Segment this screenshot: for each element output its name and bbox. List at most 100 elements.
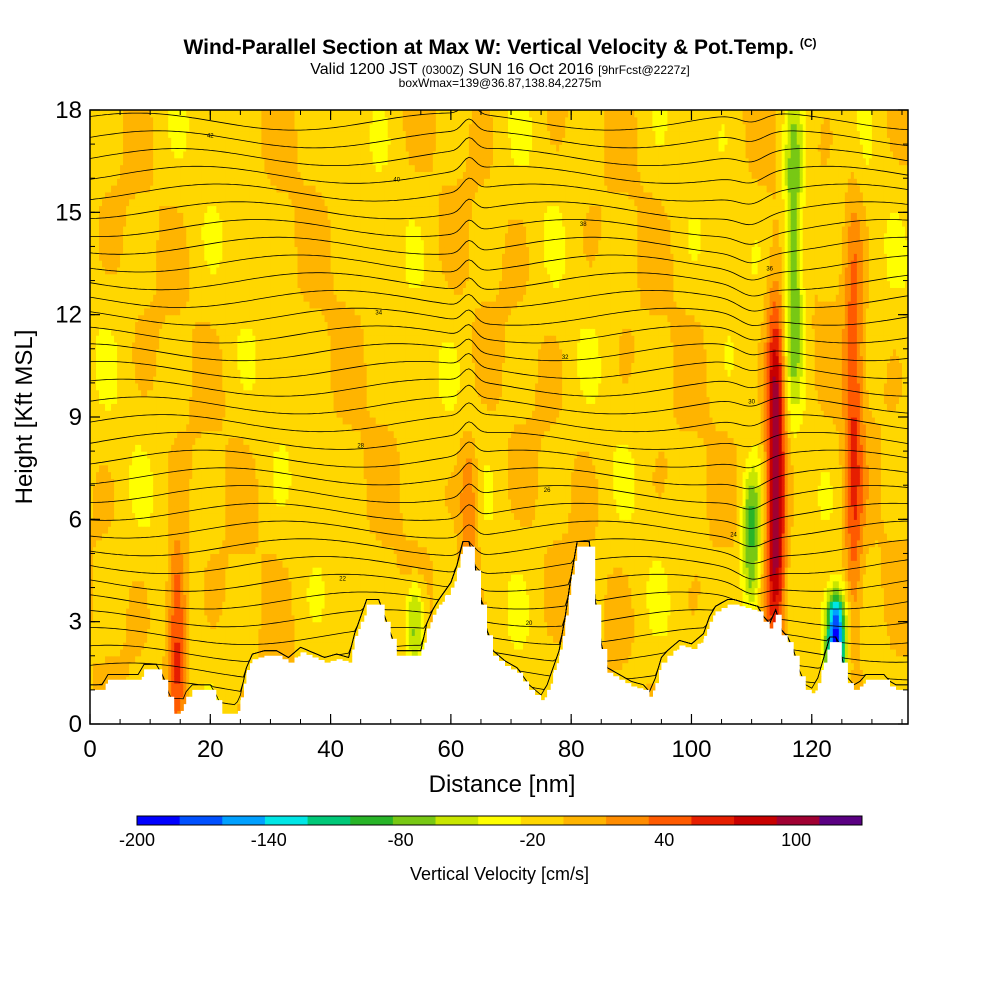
velocity-cell (225, 532, 229, 541)
velocity-cell (105, 328, 109, 336)
velocity-cell (123, 471, 127, 479)
velocity-cell (234, 301, 238, 309)
velocity-cell (231, 669, 235, 677)
velocity-cell (144, 539, 148, 548)
velocity-cell (201, 669, 205, 677)
velocity-cell (201, 546, 205, 555)
velocity-cell (147, 382, 151, 391)
velocity-cell (246, 232, 250, 241)
velocity-cell (225, 546, 229, 555)
velocity-cell (99, 457, 103, 466)
velocity-cell (105, 287, 109, 295)
velocity-cell (234, 485, 238, 493)
velocity-cell (138, 430, 142, 439)
velocity-cell (216, 417, 220, 425)
velocity-cell (198, 219, 202, 227)
velocity-cell (159, 532, 163, 541)
velocity-cell (171, 430, 175, 439)
velocity-cell (219, 492, 223, 500)
velocity-cell (237, 573, 241, 582)
velocity-cell (198, 457, 202, 466)
velocity-cell (168, 157, 172, 166)
velocity-cell (90, 205, 94, 213)
velocity-cell (189, 246, 193, 254)
velocity-cell (201, 328, 205, 336)
velocity-cell (246, 478, 250, 486)
velocity-cell (102, 212, 106, 220)
velocity-cell (243, 369, 247, 377)
velocity-cell (156, 246, 160, 254)
velocity-cell (195, 157, 199, 166)
velocity-cell (237, 178, 241, 186)
velocity-cell (210, 614, 214, 623)
velocity-cell (231, 587, 235, 595)
velocity-cell (183, 608, 187, 616)
velocity-cell (141, 505, 145, 514)
velocity-cell (228, 519, 232, 527)
velocity-cell (198, 232, 202, 241)
velocity-cell (120, 266, 124, 275)
velocity-cell (246, 294, 250, 302)
velocity-cell (153, 198, 157, 207)
velocity-cell (201, 396, 205, 404)
velocity-cell (216, 219, 220, 227)
velocity-cell (213, 648, 217, 657)
velocity-cell (183, 273, 187, 282)
velocity-cell (90, 417, 94, 425)
velocity-cell (189, 519, 193, 527)
velocity-cell (222, 341, 226, 350)
velocity-cell (135, 423, 139, 432)
velocity-cell (207, 266, 211, 275)
velocity-cell (102, 137, 106, 145)
velocity-cell (234, 212, 238, 220)
velocity-cell (213, 457, 217, 466)
velocity-cell (129, 601, 133, 609)
velocity-cell (153, 273, 157, 282)
velocity-cell (114, 157, 118, 166)
velocity-cell (159, 376, 163, 384)
velocity-cell (246, 260, 250, 268)
velocity-cell (120, 164, 124, 172)
velocity-cell (189, 505, 193, 514)
velocity-cell (165, 369, 169, 377)
velocity-cell (93, 321, 97, 329)
velocity-cell (126, 539, 130, 548)
velocity-cell (90, 662, 94, 671)
velocity-cell (213, 389, 217, 398)
velocity-cell (165, 137, 169, 145)
velocity-cell (213, 403, 217, 411)
velocity-cell (210, 553, 214, 561)
velocity-cell (174, 273, 178, 282)
velocity-cell (219, 396, 223, 404)
velocity-cell (105, 676, 109, 684)
velocity-cell (126, 116, 130, 125)
velocity-cell (204, 417, 208, 425)
velocity-cell (234, 471, 238, 479)
velocity-cell (126, 417, 130, 425)
velocity-cell (243, 157, 247, 166)
velocity-cell (225, 382, 229, 391)
velocity-cell (96, 608, 100, 616)
velocity-cell (210, 628, 214, 636)
velocity-cell (123, 266, 127, 275)
velocity-cell (150, 546, 154, 555)
velocity-cell (234, 696, 238, 705)
velocity-cell (126, 601, 130, 609)
velocity-cell (126, 171, 130, 179)
velocity-cell (216, 635, 220, 643)
velocity-cell (219, 314, 223, 323)
velocity-cell (153, 260, 157, 268)
velocity-cell (177, 526, 181, 534)
velocity-cell (177, 301, 181, 309)
velocity-cell (237, 328, 241, 336)
velocity-cell (99, 492, 103, 500)
velocity-cell (99, 123, 103, 132)
velocity-cell (99, 423, 103, 432)
velocity-cell (162, 635, 166, 643)
velocity-cell (129, 648, 133, 657)
velocity-cell (186, 137, 190, 145)
velocity-cell (216, 314, 220, 323)
velocity-cell (108, 669, 112, 677)
velocity-cell (126, 273, 130, 282)
velocity-cell (135, 546, 139, 555)
